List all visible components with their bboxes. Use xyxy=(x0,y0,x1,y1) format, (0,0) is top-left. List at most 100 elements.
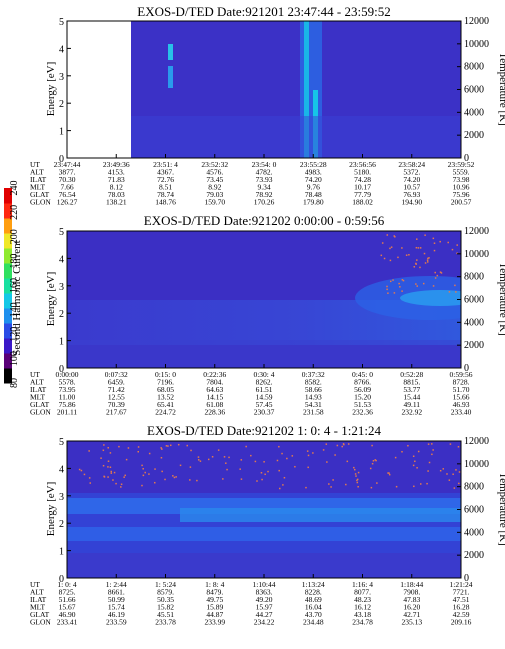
scatter-point xyxy=(458,471,461,473)
scatter-point xyxy=(283,476,286,479)
scatter-point xyxy=(446,473,448,475)
scatter-point xyxy=(357,485,359,488)
scatter-point xyxy=(325,443,328,445)
orbit-value: 50.99 xyxy=(108,595,125,604)
orbit-row-label: GLON xyxy=(30,408,51,417)
scatter-point xyxy=(167,445,169,447)
orbit-value: 13.52 xyxy=(157,393,174,402)
scatter-point xyxy=(89,482,92,484)
scatter-point xyxy=(120,483,123,486)
scatter-point xyxy=(407,444,409,447)
scatter-point xyxy=(226,468,228,471)
temperature-tick-label: 8000 xyxy=(464,272,484,283)
scatter-point xyxy=(186,444,189,447)
orbit-value: 11.00 xyxy=(59,393,76,402)
orbit-value: 68.05 xyxy=(157,385,174,394)
orbit-value: 8766. xyxy=(354,378,371,387)
scatter-point xyxy=(165,445,168,447)
scatter-point xyxy=(148,473,150,475)
scatter-point xyxy=(207,458,210,461)
panel-2-ylabel-left: Energy [eV] xyxy=(45,272,57,326)
scatter-point xyxy=(107,447,109,449)
scatter-point xyxy=(307,454,310,457)
panel-1-axes: 0 1 2 3 4 5 0 2000 4000 6000 8000 10000 12000 xyxy=(59,16,489,165)
orbit-value: 15.74 xyxy=(108,603,125,612)
scatter-point xyxy=(433,242,436,244)
scatter-point xyxy=(347,443,350,445)
scatter-point xyxy=(386,288,388,291)
orbit-value: 47.83 xyxy=(403,595,420,604)
orbit-value: 7196. xyxy=(157,378,174,387)
scatter-point xyxy=(169,444,172,447)
temperature-tick-label: 12000 xyxy=(464,16,489,27)
orbit-value: 179.80 xyxy=(303,198,324,207)
orbit-value: 45.51 xyxy=(157,610,174,619)
temperature-tick-label: 4000 xyxy=(464,317,484,328)
orbit-value: 9.76 xyxy=(307,183,320,192)
orbit-value: 49.20 xyxy=(256,595,273,604)
colorbar-tick-label: 100 xyxy=(9,351,20,366)
orbit-value: 8661. xyxy=(108,588,125,597)
orbit-value: 15.89 xyxy=(206,603,223,612)
scatter-point xyxy=(393,292,396,294)
scatter-point xyxy=(416,238,418,240)
orbit-value: 4983. xyxy=(305,168,322,177)
orbit-value: 73.98 xyxy=(453,175,470,184)
scatter-point xyxy=(388,473,391,476)
orbit-value: 76.54 xyxy=(59,190,76,199)
scatter-point xyxy=(112,479,114,481)
orbit-value: 43.70 xyxy=(305,610,322,619)
energy-tick-label: 0 xyxy=(59,574,64,585)
orbit-value: 8815. xyxy=(403,378,420,387)
scatter-point xyxy=(144,471,146,474)
scatter-point xyxy=(312,452,314,454)
energy-tick-label: 0 xyxy=(59,364,64,375)
temperature-tick-label: 6000 xyxy=(464,85,484,96)
orbit-row-label: GLAT xyxy=(30,610,50,619)
scatter-point xyxy=(211,456,214,458)
orbit-value: 9.34 xyxy=(257,183,270,192)
orbit-value: 70.39 xyxy=(108,400,125,409)
orbit-value: 188.02 xyxy=(352,198,373,207)
temperature-tick-label: 0 xyxy=(464,153,469,164)
orbit-value: 75.86 xyxy=(59,400,76,409)
colorbar-tick-label: 160 xyxy=(9,278,20,293)
orbit-row-label: GLAT xyxy=(30,400,50,409)
orbit-value: 46.90 xyxy=(59,610,76,619)
temperature-tick-label: 4000 xyxy=(464,107,484,118)
scatter-point xyxy=(179,464,182,467)
orbit-row-label: UT xyxy=(30,160,40,169)
orbit-value: 0:07:32 xyxy=(105,370,128,379)
scatter-point xyxy=(107,460,110,462)
orbit-value: 7908. xyxy=(403,588,420,597)
scatter-point xyxy=(196,479,198,482)
orbit-value: 14.93 xyxy=(305,393,322,402)
scatter-point xyxy=(239,468,241,470)
orbit-value: 73.93 xyxy=(256,175,273,184)
scatter-point xyxy=(102,449,105,452)
scatter-point xyxy=(426,261,429,263)
orbit-value: 15.66 xyxy=(453,393,470,402)
orbit-value: 1: 5:24 xyxy=(155,580,176,589)
panel-2-title: EXOS-D/TED Date:921202 0:00:00 - 0:59:56 xyxy=(144,213,385,228)
energy-tick-label: 3 xyxy=(59,492,64,503)
scatter-point xyxy=(416,467,418,469)
colorbar-tick-label: 200 xyxy=(9,229,20,244)
orbit-value: 209.16 xyxy=(451,618,472,627)
orbit-value: 148.76 xyxy=(155,198,176,207)
temperature-tick-label: 10000 xyxy=(464,459,489,470)
orbit-value: 49.11 xyxy=(403,400,420,409)
colorbar-segment xyxy=(4,233,12,249)
scatter-point xyxy=(142,468,144,470)
orbit-value: 234.22 xyxy=(254,618,275,627)
orbit-row-label: ALT xyxy=(30,588,44,597)
colorbar-tick-label: 240 xyxy=(9,181,20,196)
colorbar-segment xyxy=(4,188,12,204)
orbit-value: 5559. xyxy=(453,168,470,177)
scatter-point xyxy=(228,456,230,459)
scatter-point xyxy=(416,285,419,287)
energy-tick-label: 3 xyxy=(59,72,64,83)
orbit-value: 74.20 xyxy=(403,175,420,184)
